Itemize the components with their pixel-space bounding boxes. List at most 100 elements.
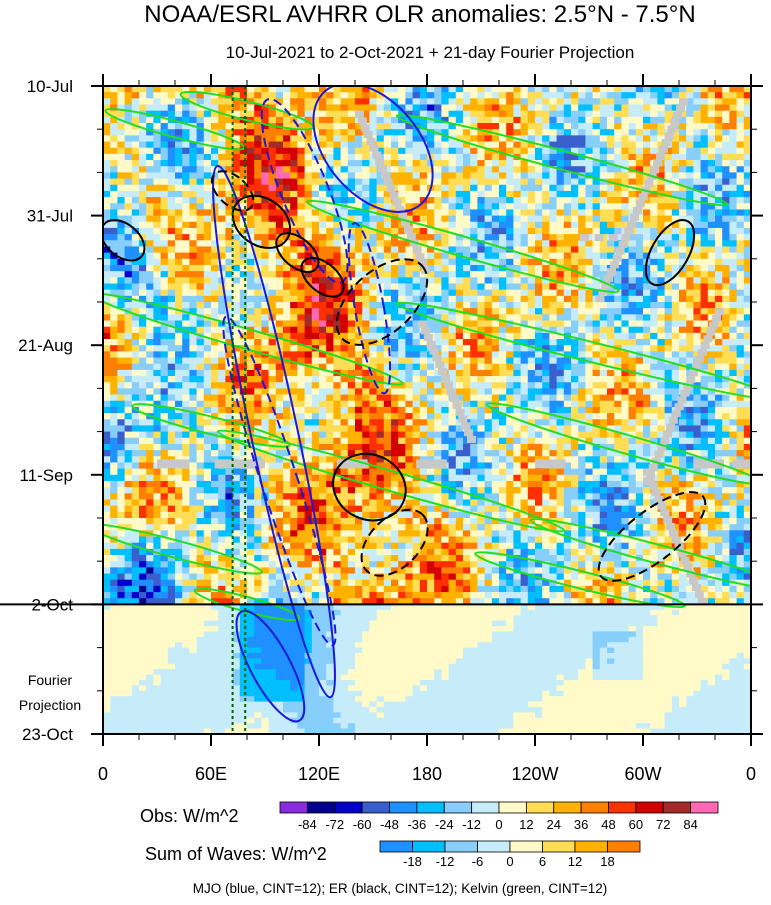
obs-field-cell [189,221,198,229]
obs-field-cell [124,147,133,155]
obs-field-cell [599,209,608,217]
obs-field-cell [391,320,399,328]
obs-field-cell [549,234,558,241]
obs-field-cell [556,320,565,328]
obs-field-cell [491,277,500,285]
obs-field-cell [355,215,363,223]
obs-field-cell [117,178,126,186]
obs-field-cell [131,92,140,99]
obs-field-cell [650,92,658,99]
obs-field-cell [722,209,730,217]
obs-field-cell [527,302,536,309]
obs-field-cell [722,283,730,291]
obs-field-cell [254,320,262,328]
obs-field-cell [355,332,363,340]
obs-field-cell [355,240,363,248]
obs-field-cell [571,351,579,359]
obs-field-cell [124,425,133,433]
obs-field-cell [513,197,522,204]
obs-field-cell [290,258,298,266]
obs-field-cell [412,308,421,315]
obs-field-cell [376,308,385,315]
obs-field-cell [153,406,162,414]
obs-field-cell [304,92,313,99]
obs-field-cell [239,135,248,143]
obs-field-cell [189,153,198,161]
obs-field-cell [311,227,320,235]
obs-field-cell [225,413,234,420]
obs-field-cell [347,227,356,235]
obs-field-cell [283,197,291,204]
obs-field-cell [239,289,248,297]
obs-field-cell [643,357,651,365]
obs-field-cell [203,123,212,130]
obs-field-cell [139,209,147,217]
obs-field-cell [275,277,284,285]
obs-field-cell [218,363,226,371]
obs-field-cell [513,98,522,106]
obs-field-cell [167,320,176,328]
obs-field-cell [383,277,392,285]
obs-field-cell [650,135,658,143]
obs-field-cell [643,86,651,93]
obs-field-cell [556,302,565,309]
obs-field-cell [700,234,709,241]
obs-field-cell [736,345,745,352]
obs-field-cell [405,376,414,383]
obs-field-cell [153,197,162,204]
obs-field-cell [671,258,680,266]
obs-field-cell [225,258,234,266]
obs-field-cell [139,351,147,359]
obs-field-cell [484,160,493,167]
obs-field-cell [621,351,630,359]
obs-field-cell [261,184,270,192]
obs-field-cell [304,289,313,297]
obs-field-cell [355,283,363,291]
obs-field-cell [419,314,428,322]
obs-field-cell [196,184,205,192]
obs-field-cell [275,240,284,248]
obs-field-cell [607,351,615,359]
obs-field-cell [499,197,507,204]
obs-field-cell [743,221,751,229]
obs-field-cell [585,258,594,266]
obs-field-cell [664,326,673,334]
obs-field-cell [491,92,500,99]
obs-field-cell [491,123,500,130]
obs-field-cell [671,283,680,291]
obs-field-cell [607,197,615,204]
obs-field-cell [326,123,334,130]
obs-field-cell [247,388,255,396]
obs-field-cell [160,413,169,420]
obs-field-cell [290,86,298,93]
obs-field-cell [254,221,262,229]
obs-field-cell [664,147,673,155]
obs-field-cell [549,413,558,420]
obs-field-cell [527,314,536,322]
obs-field-cell [175,153,183,161]
obs-field-cell [405,394,414,402]
obs-field-cell [376,363,385,371]
obs-field-cell [549,98,558,106]
obs-field-cell [513,116,522,124]
obs-field-cell [621,246,630,254]
obs-field-cell [391,227,399,235]
obs-field-cell [275,153,284,161]
obs-field-cell [283,184,291,192]
obs-field-cell [203,425,212,433]
obs-field-cell [520,203,529,211]
obs-field-cell [124,153,133,161]
obs-field-cell [657,123,666,130]
obs-field-cell [333,184,342,192]
obs-field-cell [117,160,126,167]
obs-field-cell [333,419,342,427]
obs-field-cell [592,110,601,118]
obs-field-cell [491,246,500,254]
obs-field-cell [290,104,298,112]
obs-field-cell [693,295,702,303]
obs-field-cell [513,178,522,186]
obs-field-cell [383,289,392,297]
obs-field-cell [376,258,385,266]
obs-field-cell [715,98,723,106]
obs-field-cell [232,400,241,408]
